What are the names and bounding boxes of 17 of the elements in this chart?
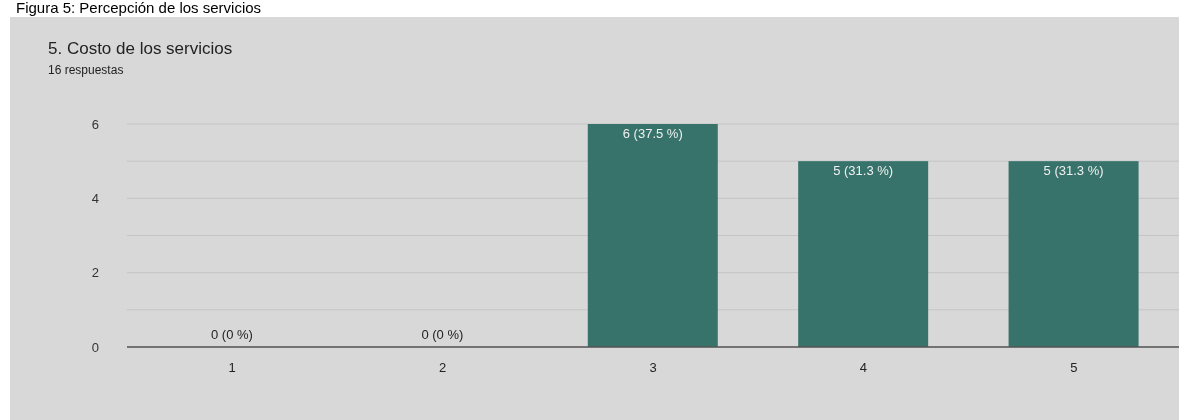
data-label: 6 (37.5 %) xyxy=(622,126,683,141)
x-tick-label: 3 xyxy=(649,360,657,376)
y-tick-label: 4 xyxy=(91,190,99,206)
data-label: 0 (0 %) xyxy=(211,327,253,342)
data-label: 0 (0 %) xyxy=(421,327,464,342)
chart-title: 5. Costo de los servicios xyxy=(48,39,233,59)
text: Figura 5: Percepción de los servicios xyxy=(16,0,262,16)
y-tick-label: 0 xyxy=(91,339,99,355)
data-label: 5 (31.3 %) xyxy=(1043,163,1104,179)
data-label: 5 (31.3 %) xyxy=(833,163,894,179)
x-tick-label: 5 xyxy=(1070,360,1078,376)
x-tick-label: 1 xyxy=(228,360,236,376)
chart-subtitle: 16 respuestas xyxy=(48,63,124,77)
x-tick-label: 2 xyxy=(438,360,447,376)
y-tick-label: 2 xyxy=(91,265,99,281)
y-tick-label: 6 xyxy=(91,116,99,132)
x-tick-label: 4 xyxy=(859,360,868,376)
